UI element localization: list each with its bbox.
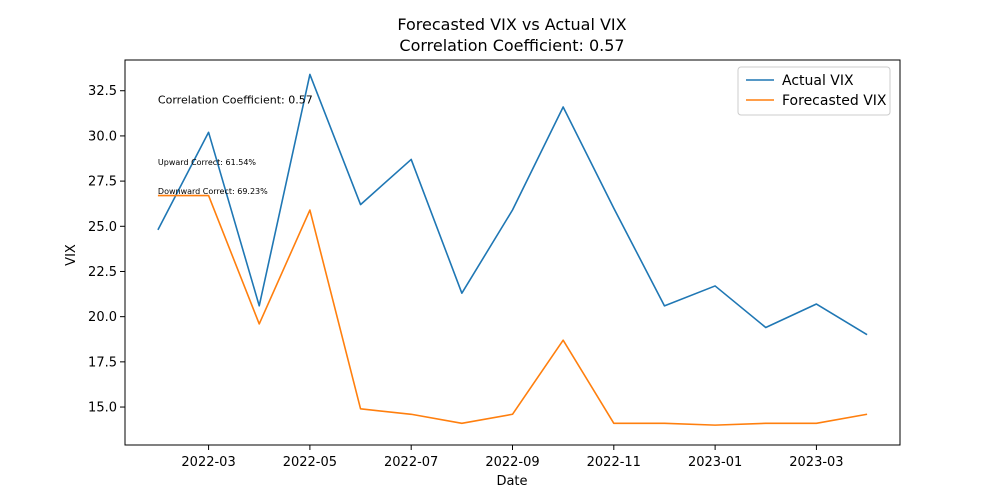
x-tick-label: 2023-03	[789, 455, 843, 470]
plot-area: 2022-03 2022-05 2022-07 2022-09 2022-11 2023-…	[88, 59, 901, 470]
legend-label: Actual VIX	[782, 73, 854, 89]
legend-box	[737, 66, 891, 116]
y-tick-label: 27.5	[88, 175, 117, 190]
chart-annotation: Downward Correct: 69.23%	[158, 187, 268, 196]
legend: Actual VIX Forecasted VIX	[737, 66, 891, 116]
y-axis-label: VIX	[64, 244, 79, 266]
y-tick-label: 17.5	[88, 355, 117, 370]
x-tick-label: 2022-09	[485, 455, 539, 470]
y-tick-label: 30.0	[88, 129, 117, 144]
y-tick-label: 32.5	[88, 84, 117, 99]
chart-subtitle: Correlation Coefficient: 0.57	[399, 36, 624, 55]
x-tick-label: 2022-05	[283, 455, 337, 470]
x-tick-label: 2022-11	[587, 455, 641, 470]
series-line-forecasted-vix	[157, 194, 868, 426]
y-tick-label: 25.0	[88, 220, 117, 235]
legend-label: Forecasted VIX	[782, 93, 887, 109]
x-tick-label: 2022-03	[181, 455, 235, 470]
y-tick-label: 20.0	[88, 310, 117, 325]
chart-annotation: Correlation Coefficient: 0.57	[158, 93, 313, 106]
chart-annotation: Upward Correct: 61.54%	[158, 158, 256, 167]
x-axis-label: Date	[496, 474, 527, 489]
y-tick-label: 22.5	[88, 265, 117, 280]
chart-title: Forecasted VIX vs Actual VIX	[397, 15, 626, 34]
plot-frame	[124, 59, 901, 446]
x-tick-label: 2023-01	[688, 455, 742, 470]
x-tick-label: 2022-07	[384, 455, 438, 470]
y-tick-label: 15.0	[88, 401, 117, 416]
